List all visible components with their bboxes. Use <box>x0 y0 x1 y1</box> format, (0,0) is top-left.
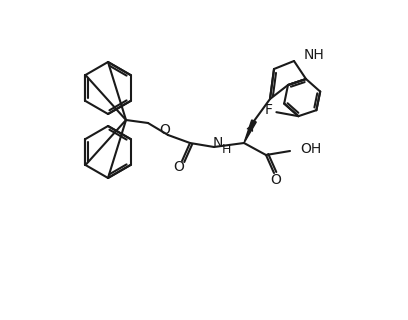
Text: O: O <box>173 160 184 174</box>
Text: N: N <box>213 136 223 150</box>
Polygon shape <box>244 120 256 143</box>
Text: NH: NH <box>304 48 325 62</box>
Text: F: F <box>264 103 273 117</box>
Text: O: O <box>271 173 282 187</box>
Text: H: H <box>221 142 231 156</box>
Text: OH: OH <box>300 142 321 156</box>
Text: O: O <box>160 123 171 137</box>
